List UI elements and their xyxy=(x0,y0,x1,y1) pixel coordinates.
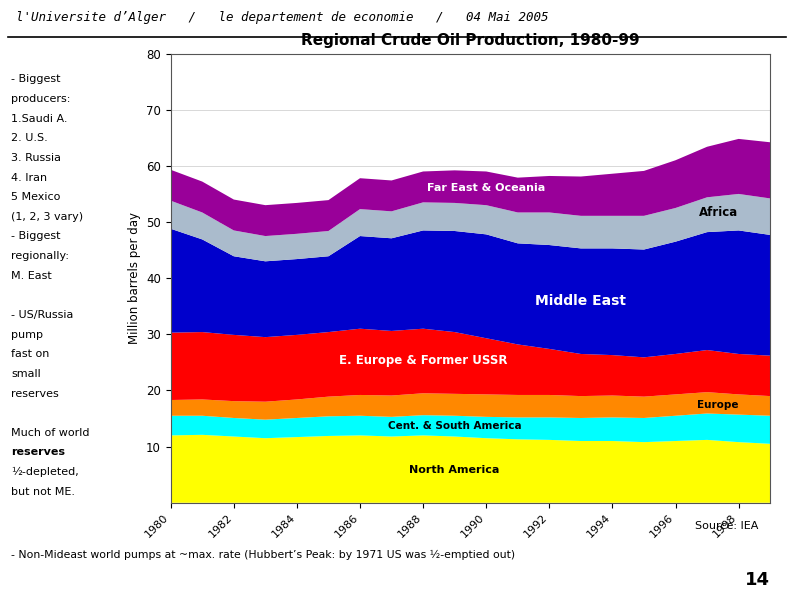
Text: ½-depleted,: ½-depleted, xyxy=(11,467,79,477)
Y-axis label: Million barrels per day: Million barrels per day xyxy=(128,212,141,344)
Text: E. Europe & Former USSR: E. Europe & Former USSR xyxy=(339,355,507,368)
Text: Cent. & South America: Cent. & South America xyxy=(387,421,522,431)
Text: 14: 14 xyxy=(746,571,770,589)
Text: 3. Russia: 3. Russia xyxy=(11,153,61,163)
Text: l'Universite d’Alger   /   le departement de economie   /   04 Mai 2005: l'Universite d’Alger / le departement de… xyxy=(16,11,549,24)
Text: 5 Mexico: 5 Mexico xyxy=(11,192,60,202)
Text: - Biggest: - Biggest xyxy=(11,74,60,84)
Text: fast on: fast on xyxy=(11,349,49,359)
Text: producers:: producers: xyxy=(11,94,71,104)
Text: reserves: reserves xyxy=(11,447,65,458)
Text: 2. U.S.: 2. U.S. xyxy=(11,133,48,143)
Text: Africa: Africa xyxy=(700,206,738,219)
Text: Middle East: Middle East xyxy=(535,294,626,308)
Text: - Non-Mideast world pumps at ~max. rate (Hubbert’s Peak: by 1971 US was ½-emptie: - Non-Mideast world pumps at ~max. rate … xyxy=(11,550,515,560)
Text: - US/Russia: - US/Russia xyxy=(11,310,74,320)
Text: 1.Saudi A.: 1.Saudi A. xyxy=(11,114,67,124)
Text: M. East: M. East xyxy=(11,271,52,281)
Text: small: small xyxy=(11,369,40,379)
Text: North America: North America xyxy=(410,465,500,475)
Text: - Biggest: - Biggest xyxy=(11,231,60,242)
Text: 4. Iran: 4. Iran xyxy=(11,173,47,183)
Text: regionally:: regionally: xyxy=(11,251,69,261)
Text: pump: pump xyxy=(11,330,43,340)
Text: Europe: Europe xyxy=(697,399,738,409)
Text: Source: IEA: Source: IEA xyxy=(695,521,758,531)
Text: reserves: reserves xyxy=(11,389,59,399)
Text: but not ME.: but not ME. xyxy=(11,487,75,497)
Text: Much of world: Much of world xyxy=(11,428,90,438)
Title: Regional Crude Oil Production, 1980-99: Regional Crude Oil Production, 1980-99 xyxy=(301,33,640,48)
Text: Far East & Oceania: Far East & Oceania xyxy=(427,183,545,193)
Text: (1, 2, 3 vary): (1, 2, 3 vary) xyxy=(11,212,83,222)
